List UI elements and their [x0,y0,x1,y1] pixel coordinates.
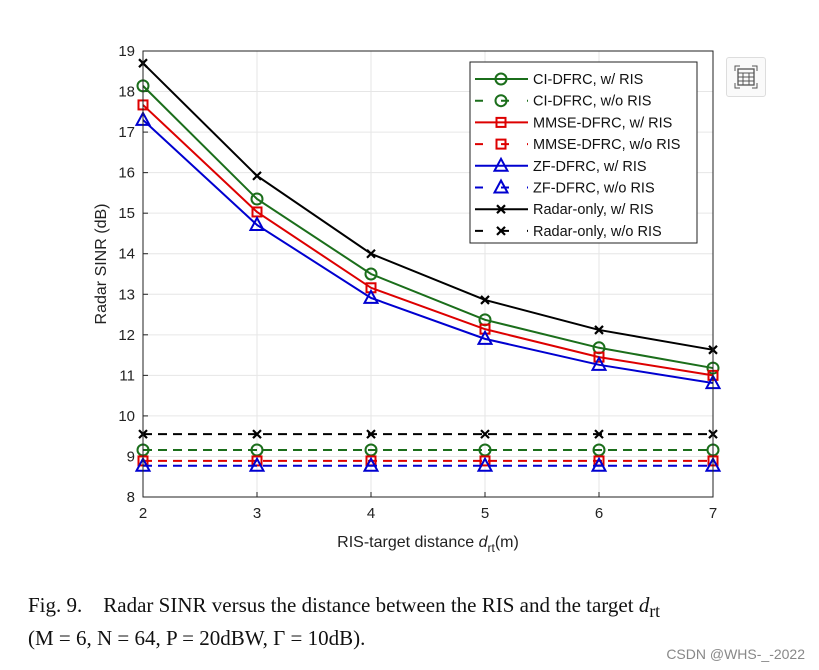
caption-sub: rt [649,601,661,622]
y-tick-label: 16 [118,165,135,182]
legend-label: Radar-only, w/o RIS [533,224,662,240]
y-tick-label: 14 [118,246,135,263]
legend-marker [492,178,510,194]
chart: 2 3 4 5 6 7 8 9 10 11 12 13 14 15 16 17 18 19 CI-DFRC, w/ … [93,43,722,555]
axes-box [142,50,714,498]
data-point [476,456,494,472]
legend-box [469,61,698,244]
data-point [248,456,266,472]
figure-caption: Fig. 9. Radar SINR versus the distance b… [28,592,660,652]
data-point [248,215,266,231]
series-line [142,119,714,385]
y-tick-label: 18 [118,84,135,101]
legend-marker [495,138,507,150]
data-point [479,455,491,467]
data-point [594,325,604,335]
legend-label: Radar-only, w/ RIS [533,202,654,218]
series-line [142,85,714,370]
legend-marker [495,116,507,128]
data-point [362,288,380,304]
caption-params: (M = 6, N = 64, P = 20dBW, Γ = 10dB). [28,626,366,651]
legend-marker [496,226,506,236]
legend-label: CI-DFRC, w/o RIS [533,94,651,110]
y-tick-label: 11 [119,367,135,384]
series-4 [134,110,722,390]
legend-label: ZF-DFRC, w/ RIS [533,159,647,175]
data-point [590,456,608,472]
x-axis-label: RIS-target distance drt(m) [337,534,519,555]
data-point [480,295,490,305]
x-tick-label: 7 [709,505,717,522]
table-icon [734,65,758,89]
legend-label: ZF-DFRC, w/o RIS [533,181,655,197]
table-icon-button[interactable] [726,57,766,97]
data-point [362,456,380,472]
y-tick-label: 12 [118,327,135,344]
data-point [590,355,608,371]
x-tick-label: 5 [481,505,489,522]
y-tick-label: 8 [127,489,135,506]
x-tick-label: 2 [139,505,147,522]
y-tick-label: 9 [127,448,135,465]
y-tick-label: 13 [118,286,135,303]
data-point [252,171,262,181]
data-point [476,329,494,345]
series-line [142,104,714,377]
series-line [142,62,714,351]
data-point [594,429,604,439]
data-point [366,248,376,259]
y-tick-label: 19 [118,43,135,60]
y-tick-label: 15 [118,205,135,222]
legend-marker [496,204,506,214]
y-axis-label: Radar SINR (dB) [93,204,110,325]
caption-label: Fig. 9. [28,593,83,617]
legend-label: MMSE-DFRC, w/o RIS [533,137,680,153]
legend-marker [494,94,508,108]
x-tick-label: 3 [253,505,261,522]
data-point [480,429,490,439]
data-point [250,192,264,206]
legend: CI-DFRC, w/ RIS CI-DFRC, w/o RIS MMSE-DFRC… [469,61,698,244]
data-point [366,429,376,439]
data-point [593,351,605,363]
y-tick-label: 10 [118,408,135,425]
data-point [252,429,262,439]
caption-text: Radar SINR versus the distance between t… [103,593,634,617]
data-point [364,267,378,281]
x-tick-label: 4 [367,505,375,522]
watermark: CSDN @WHS-_-2022 [666,646,805,662]
y-tick-label: 17 [118,124,135,141]
legend-marker [492,156,510,172]
legend-label: MMSE-DFRC, w/ RIS [533,115,672,131]
x-tick-label: 6 [595,505,603,522]
caption-symbol: d [638,593,650,617]
legend-label: CI-DFRC, w/ RIS [533,72,643,88]
legend-marker [494,72,508,86]
